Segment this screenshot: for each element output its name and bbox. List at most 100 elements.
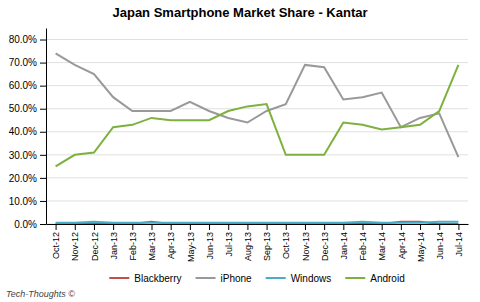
x-tick: Nov-13 (301, 224, 311, 261)
x-tick-mark (343, 224, 344, 230)
x-tick-label: Mar-14 (377, 232, 387, 261)
series-line (56, 65, 459, 166)
legend-item: Windows (266, 273, 332, 284)
lines (56, 53, 459, 224)
x-tick: Mar-13 (147, 224, 157, 261)
x-tick-mark (420, 224, 421, 230)
grid-line (46, 39, 468, 40)
x-tick-label: Oct-12 (51, 232, 61, 259)
y-tick: 20.0% (9, 173, 46, 184)
x-tick: Feb-13 (128, 224, 138, 261)
x-tick-label: Feb-14 (358, 232, 368, 261)
grid-line (46, 108, 468, 109)
x-tick-mark (56, 224, 57, 230)
x-tick-label: Jul-14 (454, 232, 464, 257)
annotation: Tech-Thoughts © (6, 289, 75, 299)
x-tick-label: Apr-14 (397, 232, 407, 259)
y-tick: 10.0% (9, 196, 46, 207)
x-tick-label: Nov-12 (70, 232, 80, 261)
x-tick-label: Feb-13 (128, 232, 138, 261)
legend-swatch (345, 277, 365, 279)
x-tick-label: Dec-12 (90, 232, 100, 261)
x-tick-mark (75, 224, 76, 230)
x-tick-mark (267, 224, 268, 230)
x-axis-line (47, 224, 469, 225)
x-tick-mark (247, 224, 248, 230)
y-tick: 50.0% (9, 103, 46, 114)
grid-line (46, 200, 468, 201)
y-tick-mark (40, 224, 46, 225)
x-tick: Oct-13 (281, 224, 291, 259)
y-tick-label: 20.0% (9, 173, 37, 184)
y-tick-label: 30.0% (9, 150, 37, 161)
y-tick: 80.0% (9, 34, 46, 45)
x-tick-label: Nov-13 (301, 232, 311, 261)
y-tick-mark (40, 40, 46, 41)
x-tick-mark (113, 224, 114, 230)
grid-line (46, 177, 468, 178)
y-tick-label: 10.0% (9, 196, 37, 207)
legend-swatch (109, 277, 129, 279)
x-tick-label: Oct-13 (281, 232, 291, 259)
title: Japan Smartphone Market Share - Kantar (112, 5, 367, 20)
y-tick: 40.0% (9, 126, 46, 137)
legend-item: Blackberry (109, 273, 181, 284)
x-tick: Nov-12 (70, 224, 80, 261)
x-tick: Apr-14 (397, 224, 407, 259)
x-tick: Dec-12 (90, 224, 100, 261)
y-tick-label: 60.0% (9, 80, 37, 91)
legend-label: Blackberry (134, 273, 181, 284)
x-tick-mark (152, 224, 153, 230)
x-tick: Jul-13 (224, 224, 234, 257)
legend-label: Windows (291, 273, 332, 284)
legend-label: Android (370, 273, 404, 284)
x-tick-mark (190, 224, 191, 230)
x-tick-label: Sep-13 (262, 232, 272, 261)
legend: Blackberry iPhone Windows Android (109, 273, 404, 284)
x-tick-label: May-13 (186, 232, 196, 262)
x-axis: Oct-12 Nov-12 Dec-12 Jan-13 Feb-13 Mar-13 Apr-… (47, 224, 469, 262)
x-tick-label: May-14 (416, 232, 426, 262)
x-tick: Oct-12 (51, 224, 61, 259)
x-tick: Jun-13 (205, 224, 215, 260)
y-tick-mark (40, 109, 46, 110)
x-tick-mark (401, 224, 402, 230)
x-tick: Jan-14 (339, 224, 349, 260)
x-tick: May-14 (416, 224, 426, 262)
y-tick: 60.0% (9, 80, 46, 91)
x-tick-mark (305, 224, 306, 230)
x-tick-label: Jun-14 (435, 232, 445, 260)
legend-label: iPhone (221, 273, 253, 284)
grid-line (46, 62, 468, 63)
legend-item: Android (345, 273, 404, 284)
x-tick-label: Jul-13 (224, 232, 234, 257)
chart: Japan Smartphone Market Share - Kantar 0.… (0, 0, 480, 302)
x-tick-label: Apr-13 (166, 232, 176, 259)
y-tick-mark (40, 86, 46, 87)
x-tick-mark (132, 224, 133, 230)
x-tick-label: Aug-13 (243, 232, 253, 261)
grid (46, 40, 468, 224)
y-tick: 0.0% (14, 219, 46, 230)
x-tick-mark (228, 224, 229, 230)
series-line (56, 222, 459, 223)
plot: 0.0% 10.0% 20.0% 30.0% 40.0% 50.0% 60.0% 70.0% 8… (9, 29, 469, 263)
x-tick-label: Jun-13 (205, 232, 215, 260)
x-tick-mark (439, 224, 440, 230)
x-tick: Aug-13 (243, 224, 253, 261)
x-tick-mark (382, 224, 383, 230)
grid-line (46, 154, 468, 155)
x-tick: Mar-14 (377, 224, 387, 261)
x-tick-label: Jan-14 (339, 232, 349, 260)
y-tick-label: 70.0% (9, 57, 37, 68)
y-tick: 30.0% (9, 150, 46, 161)
x-tick-mark (94, 224, 95, 230)
y-tick-label: 50.0% (9, 103, 37, 114)
x-tick: May-13 (186, 224, 196, 262)
x-tick: Jun-14 (435, 224, 445, 260)
x-tick: Jan-13 (109, 224, 119, 260)
y-tick-mark (40, 63, 46, 64)
x-tick-label: Mar-13 (147, 232, 157, 261)
legend-item: iPhone (196, 273, 253, 284)
x-tick-mark (324, 224, 325, 230)
